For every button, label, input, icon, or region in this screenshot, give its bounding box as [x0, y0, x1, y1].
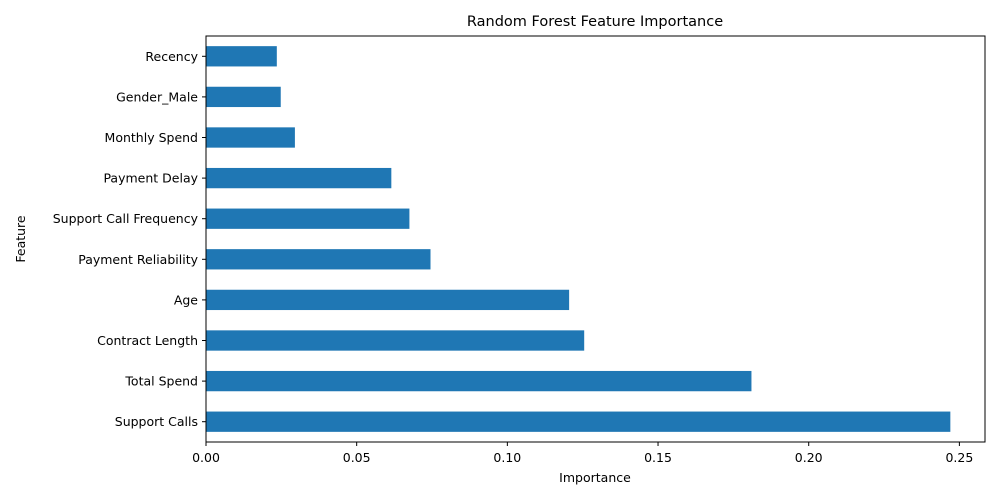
y-tick-label: Monthly Spend — [105, 130, 198, 145]
bar — [206, 208, 410, 229]
x-tick-label: 0.10 — [493, 450, 521, 465]
x-tick-label: 0.15 — [644, 450, 672, 465]
y-tick-label: Contract Length — [97, 333, 198, 348]
y-tick-label: Total Spend — [124, 374, 198, 389]
bar — [206, 289, 570, 311]
y-tick-label: Support Call Frequency — [53, 211, 199, 226]
y-tick-label: Gender_Male — [116, 89, 198, 104]
y-tick-label: Payment Reliability — [78, 252, 198, 267]
bar — [206, 370, 752, 392]
y-axis-ticks: Support Calls Total Spend Contract Length A… — [53, 49, 206, 429]
x-axis-ticks: 0.00 0.05 0.10 0.15 0.20 0.25 — [192, 442, 973, 465]
bar — [206, 167, 392, 189]
plot-frame — [205, 35, 986, 443]
y-tick-label: Recency — [145, 49, 198, 64]
chart-title: Random Forest Feature Importance — [467, 14, 723, 30]
y-tick-label: Payment Delay — [103, 171, 198, 186]
x-tick-label: 0.05 — [343, 450, 371, 465]
x-tick-label: 0.25 — [945, 450, 973, 465]
x-tick-label: 0.20 — [795, 450, 823, 465]
y-tick-label: Age — [174, 292, 198, 307]
bar — [206, 330, 585, 351]
bar — [206, 86, 281, 108]
y-tick-label: Support Calls — [115, 414, 198, 429]
y-axis-label: Feature — [13, 215, 28, 263]
bar — [206, 411, 951, 432]
bar — [206, 46, 277, 67]
bar — [206, 127, 295, 148]
x-tick-label: 0.00 — [192, 450, 220, 465]
bars-group — [206, 46, 951, 432]
bar — [206, 249, 431, 270]
x-axis-label: Importance — [559, 470, 631, 485]
